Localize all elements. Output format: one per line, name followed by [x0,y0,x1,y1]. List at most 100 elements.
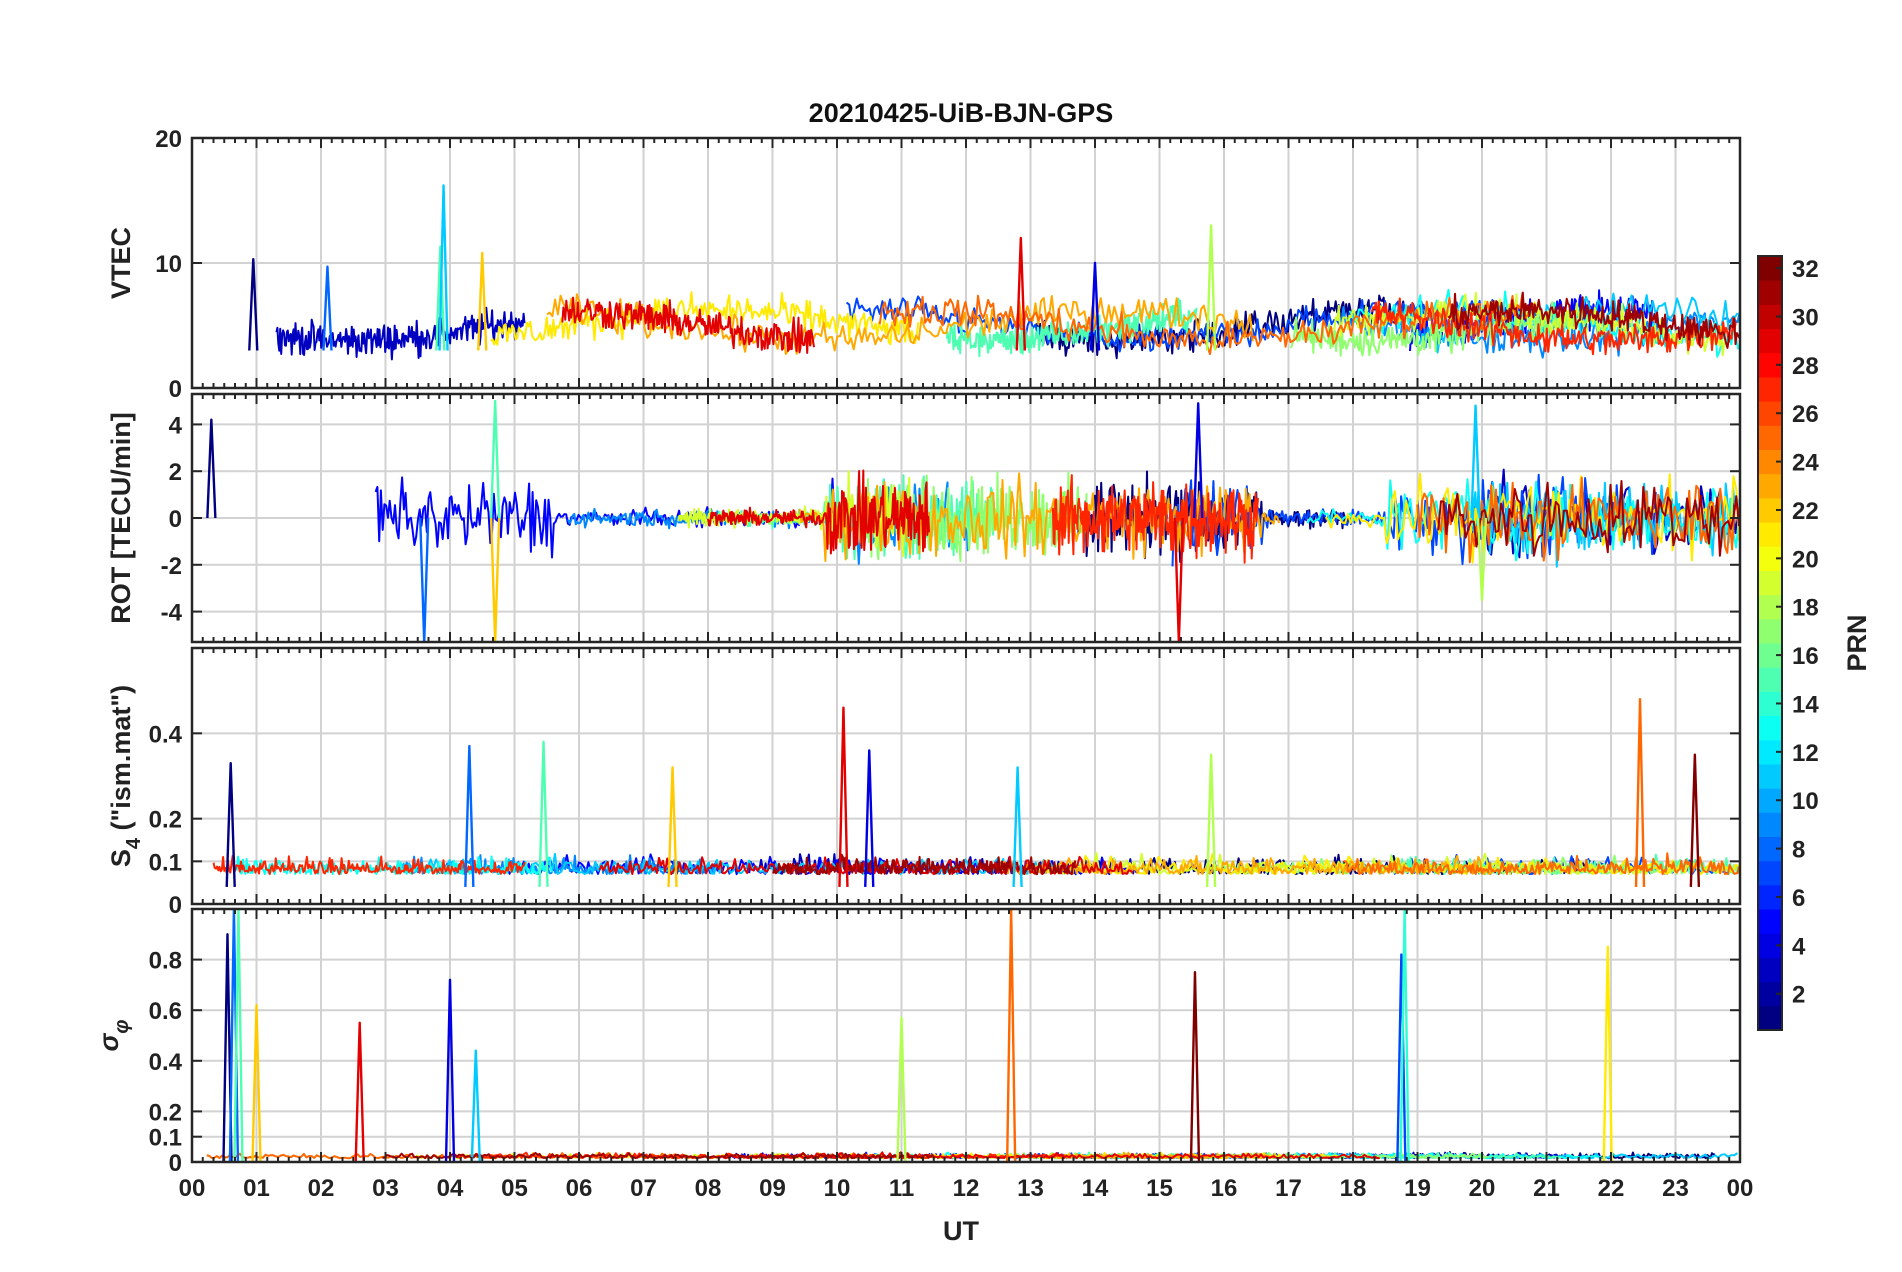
series-traces [248,184,1741,361]
y-axis-label: VTEC [106,227,136,299]
x-tick-label: 21 [1533,1175,1560,1202]
x-axis-label: UT [943,1216,979,1246]
colorbar-tick-label: 4 [1792,933,1806,960]
x-tick-label: 17 [1275,1175,1302,1202]
y-tick-label: 0.2 [149,1099,182,1126]
x-tick-label: 01 [243,1175,270,1202]
x-tick-label: 12 [953,1175,980,1202]
x-tick-label: 04 [437,1175,464,1202]
x-tick-label: 00 [179,1175,206,1202]
colorbar-segment [1758,812,1782,837]
peak-mark [1396,953,1407,1163]
x-tick-label: 08 [695,1175,722,1202]
peak-mark [538,740,549,887]
series-line-prn-29 [561,296,815,354]
x-tick-label: 16 [1211,1175,1238,1202]
y-tick-label: 0.1 [149,849,182,876]
x-axis: 00 01 02 03 04 05 06 07 08 09 10 11 12 13 14 15 16 17 18 19… [179,1175,1754,1202]
y-tick-label: 0 [169,892,182,919]
peak-mark [667,766,678,887]
colorbar-segment [1758,328,1782,354]
x-tick-label: 18 [1340,1175,1367,1202]
x-tick-label: 09 [759,1175,786,1202]
x-tick-label: 07 [630,1175,657,1202]
series-line-prn-7 [845,295,1511,353]
y-tick-label: 0.8 [149,948,182,975]
series-line-prn-21 [490,291,920,346]
series-line-prn-15 [1397,853,1741,876]
colorbar-tick-label: 32 [1792,256,1819,283]
peak-mark [1476,517,1488,602]
y-tick-label: 0.4 [149,1049,183,1076]
colorbar-tick-label: 30 [1792,304,1819,331]
x-tick-label: 10 [824,1175,851,1202]
colorbar-segment [1758,280,1782,305]
peak-mark [1193,402,1204,519]
y-tick-label: 0.6 [149,998,182,1025]
peak-mark [248,258,259,351]
x-tick-label: 22 [1598,1175,1625,1202]
y-tick-label: 4 [169,412,183,439]
x-tick-label: 00 [1727,1175,1754,1202]
peak-mark [1189,971,1201,1163]
colorbar-tick-label: 2 [1792,982,1805,1009]
y-tick-label: 20 [155,126,182,153]
series-line-prn-3 [275,306,526,361]
series-line-prn-29 [722,1151,1380,1160]
colorbar-segment [1758,715,1782,741]
panel-1: 0 10 20 VTEC [106,126,1742,403]
panel-3: 0 0.1 0.2 0.4S4 ("ism.mat") [106,646,1742,919]
colorbar-segment [1758,1005,1782,1031]
series-traces [212,698,1741,887]
colorbar-segment [1758,860,1782,886]
peak-mark [864,749,875,887]
y-tick-label: 2 [169,459,182,486]
y-tick-label: 0.1 [149,1125,182,1152]
x-tick-label: 20 [1469,1175,1496,1202]
peak-mark [225,762,236,887]
colorbar-segment [1758,763,1782,789]
peak-mark [354,1021,365,1163]
peak-mark [435,245,446,351]
peak-mark [1689,753,1701,887]
colorbar-tick-label: 8 [1792,837,1805,864]
series-line-prn-25 [1343,852,1740,876]
figure-title: 20210425-UiB-BJN-GPS [809,98,1114,128]
x-tick-label: 14 [1082,1175,1109,1202]
peak-mark [896,1016,907,1163]
colorbar-segment [1758,957,1782,983]
x-tick-label: 03 [372,1175,399,1202]
x-tick-label: 02 [308,1175,335,1202]
peak-mark [489,399,501,519]
y-tick-label: 0.4 [149,721,183,748]
y-tick-label: -2 [161,553,182,580]
peak-mark [1089,261,1101,351]
y-tick-label: 10 [155,251,182,278]
series-line-prn-27 [1051,474,1259,564]
peak-mark [322,265,333,351]
colorbar-segment [1758,667,1782,692]
x-tick-label: 05 [501,1175,528,1202]
x-tick-label: 06 [566,1175,593,1202]
colorbar-segment [1758,522,1782,547]
y-axis-label: S4 ("ism.mat") [106,685,145,867]
x-tick-label: 23 [1662,1175,1689,1202]
colorbar-tick-label: 6 [1792,885,1805,912]
colorbar-tick-label: 28 [1792,353,1819,380]
peak-mark [1205,224,1217,351]
colorbar-tick-label: 22 [1792,498,1819,525]
series-line-prn-15 [945,297,1198,358]
colorbar-tick-label: 18 [1792,595,1819,622]
peak-mark [1602,945,1613,1163]
peak-mark [470,1049,481,1163]
y-tick-label: 0 [169,506,182,533]
y-axis-label: σφ [94,1020,133,1052]
y-tick-label: 0 [169,376,182,403]
peak-mark [464,744,475,887]
y-tick-label: 0.2 [149,807,182,834]
y-tick-label: -4 [161,600,183,627]
colorbar-segment [1758,376,1782,402]
